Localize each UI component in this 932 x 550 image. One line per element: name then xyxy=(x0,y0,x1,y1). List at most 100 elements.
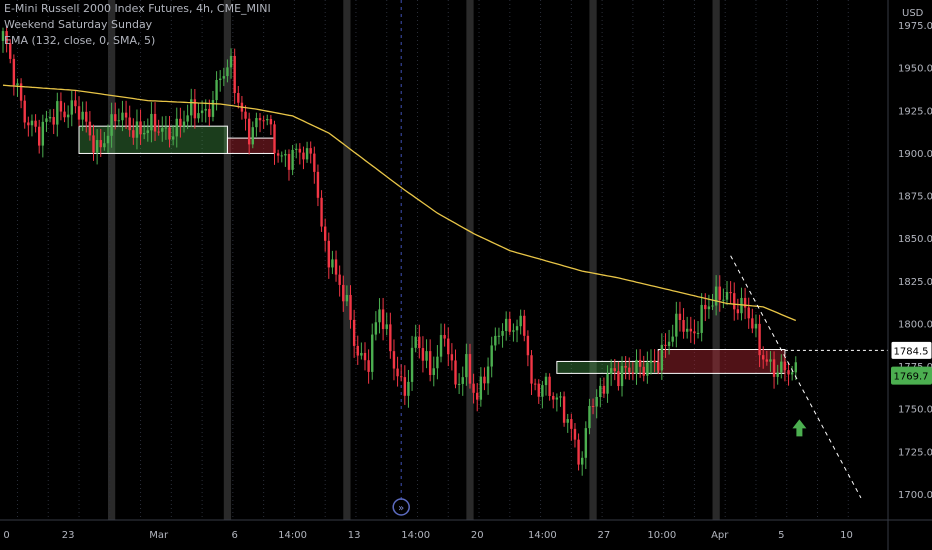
candle-body xyxy=(186,115,189,122)
candle-body xyxy=(747,307,750,319)
candle-body xyxy=(642,366,645,376)
candle-body xyxy=(682,320,685,332)
candle-body xyxy=(27,122,30,126)
candle-body xyxy=(407,381,410,396)
candle-body xyxy=(262,120,265,122)
candle-body xyxy=(678,313,682,321)
candle-body xyxy=(617,371,620,387)
candle-body xyxy=(776,372,779,377)
last-price-label-box xyxy=(891,366,932,385)
x-tick-label: 10:00 xyxy=(647,530,676,541)
candle-body xyxy=(454,360,457,385)
candle-body xyxy=(733,293,736,310)
candle-body xyxy=(320,197,323,227)
candle-body xyxy=(85,111,88,122)
candle-body xyxy=(664,344,667,346)
candle-body xyxy=(95,140,99,153)
candle-body xyxy=(653,360,656,363)
candle-body xyxy=(606,373,609,394)
candle-body xyxy=(685,328,689,332)
candle-body xyxy=(696,332,700,334)
candle-body xyxy=(222,76,226,79)
candle-body xyxy=(70,100,73,115)
candle-body xyxy=(523,315,526,336)
x-tick-label: 6 xyxy=(231,530,237,541)
candle-body xyxy=(30,120,34,126)
candle-body xyxy=(410,347,414,382)
candle-body xyxy=(103,143,106,148)
y-axis-panel xyxy=(888,0,932,550)
candle-body xyxy=(381,309,385,330)
candle-body xyxy=(171,136,175,140)
buy-arrow-icon xyxy=(792,419,807,437)
y-tick-label: 1875.0 xyxy=(898,192,932,203)
x-tick-label: 14:00 xyxy=(528,530,557,541)
indicator-ema-label[interactable]: EMA (132, close, 0, SMA, 5) xyxy=(4,34,156,47)
candle-body xyxy=(211,100,215,117)
candle-body xyxy=(237,93,240,103)
candle-body xyxy=(624,365,627,368)
indicator-weekend-label[interactable]: Weekend Saturday Sunday xyxy=(4,18,153,31)
candle-body xyxy=(331,259,334,268)
candle-body xyxy=(714,286,718,306)
candle-body xyxy=(472,383,475,393)
support-zone-1 xyxy=(78,125,228,154)
candle-body xyxy=(309,148,312,154)
candle-body xyxy=(465,354,468,378)
candle-body xyxy=(302,152,305,160)
candle-body xyxy=(48,117,52,119)
candle-body xyxy=(106,135,110,144)
candle-body xyxy=(219,78,222,80)
candle-body xyxy=(273,124,276,154)
candle-body xyxy=(161,128,164,132)
weekend-band xyxy=(712,0,720,520)
candle-body xyxy=(371,334,374,372)
ema-line xyxy=(2,84,797,322)
candle-body xyxy=(548,376,551,396)
candle-body xyxy=(718,286,721,300)
candle-body xyxy=(374,322,378,335)
candle-body xyxy=(414,336,417,348)
candle-body xyxy=(63,111,66,118)
candle-body xyxy=(19,83,23,101)
candle-body xyxy=(327,240,330,268)
candle-body xyxy=(200,110,204,114)
x-tick-label: Mar xyxy=(149,530,169,541)
session-marker-text: » xyxy=(398,503,404,514)
candle-body xyxy=(360,352,363,356)
symbol-title[interactable]: E-Mini Russell 2000 Index Futures, 4h, C… xyxy=(4,2,271,15)
broken-resistance-label: 1784.5 xyxy=(894,346,929,357)
x-tick-label: 5 xyxy=(778,530,784,541)
x-tick-label: 0 xyxy=(3,530,9,541)
candle-body xyxy=(226,67,229,77)
candle-body xyxy=(182,121,186,127)
x-axis-panel xyxy=(0,520,932,550)
candle-body xyxy=(783,361,787,371)
candle-body xyxy=(208,108,211,117)
candle-body xyxy=(790,372,794,375)
candle-body xyxy=(295,148,298,150)
candle-body xyxy=(450,354,454,361)
candle-body xyxy=(135,121,139,138)
candle-body xyxy=(356,345,359,356)
candle-body xyxy=(581,457,584,465)
candle-body xyxy=(743,297,747,308)
candle-body xyxy=(81,111,84,120)
weekend-band xyxy=(466,0,474,520)
y-tick-label: 1800.0 xyxy=(898,319,932,330)
candle-body xyxy=(725,291,729,300)
candle-body xyxy=(338,274,341,285)
candle-body xyxy=(675,313,678,337)
candle-body xyxy=(476,392,479,400)
candle-body xyxy=(468,354,472,384)
candle-body xyxy=(711,305,714,307)
candle-body xyxy=(646,362,649,376)
candle-body xyxy=(291,149,294,170)
candles xyxy=(1,27,797,476)
candle-body xyxy=(5,31,8,44)
candle-body xyxy=(146,130,149,133)
candle-body xyxy=(722,299,725,301)
candle-body xyxy=(609,368,613,374)
